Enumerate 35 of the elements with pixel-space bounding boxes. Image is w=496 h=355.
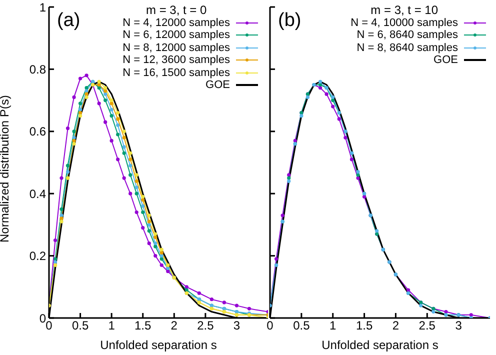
legend-label: N = 4, 10000 samples <box>350 16 458 29</box>
legend-title: m = 3, t = 10 <box>370 3 440 17</box>
x-tick-label: 0 <box>266 318 274 333</box>
x-tick-label: 2 <box>170 318 178 333</box>
legend-label: N = 16, 1500 samples <box>122 66 230 79</box>
legend-label: N = 6, 12000 samples <box>122 29 230 42</box>
x-tick-label: 1 <box>330 318 337 333</box>
legend-label: N = 6, 8640 samples <box>356 29 458 42</box>
y-tick-label: 1 <box>39 0 46 14</box>
y-tick-label: 0.8 <box>29 62 46 76</box>
legend-label: GOE <box>206 79 230 92</box>
x-tick-label: 2.5 <box>418 318 436 333</box>
x-axis-title: Unfolded separation s <box>322 338 438 352</box>
y-tick-label: 0.2 <box>29 249 46 264</box>
x-axis-title: Unfolded separation s <box>100 338 217 352</box>
legend-label: N = 4, 12000 samples <box>122 16 230 29</box>
x-tick-label: 2 <box>392 318 400 333</box>
legend-label: N = 8, 8640 samples <box>356 42 458 54</box>
x-tick-label: 1.5 <box>134 318 152 333</box>
x-tick-label: 1.5 <box>356 318 373 333</box>
legend-label: N = 12, 3600 samples <box>122 54 230 66</box>
x-tick-label: 0.5 <box>293 318 310 333</box>
y-axis-title: Normalized distribution P(s) <box>0 95 12 242</box>
annotation: (a) <box>57 10 80 32</box>
annotation: (b) <box>278 10 302 32</box>
legend-label: GOE <box>434 54 458 66</box>
y-tick-label: 0.4 <box>29 186 46 201</box>
x-tick-label: 1 <box>108 318 116 333</box>
legend-label: N = 8, 12000 samples <box>122 42 230 54</box>
x-tick-label: 2.5 <box>197 318 214 333</box>
x-tick-label: 0.5 <box>72 318 89 333</box>
x-tick-label: 3 <box>455 318 462 333</box>
y-tick-label: 0.6 <box>29 124 46 139</box>
legend-title: m = 3, t = 0 <box>144 3 208 17</box>
x-tick-label: 3 <box>233 318 240 333</box>
